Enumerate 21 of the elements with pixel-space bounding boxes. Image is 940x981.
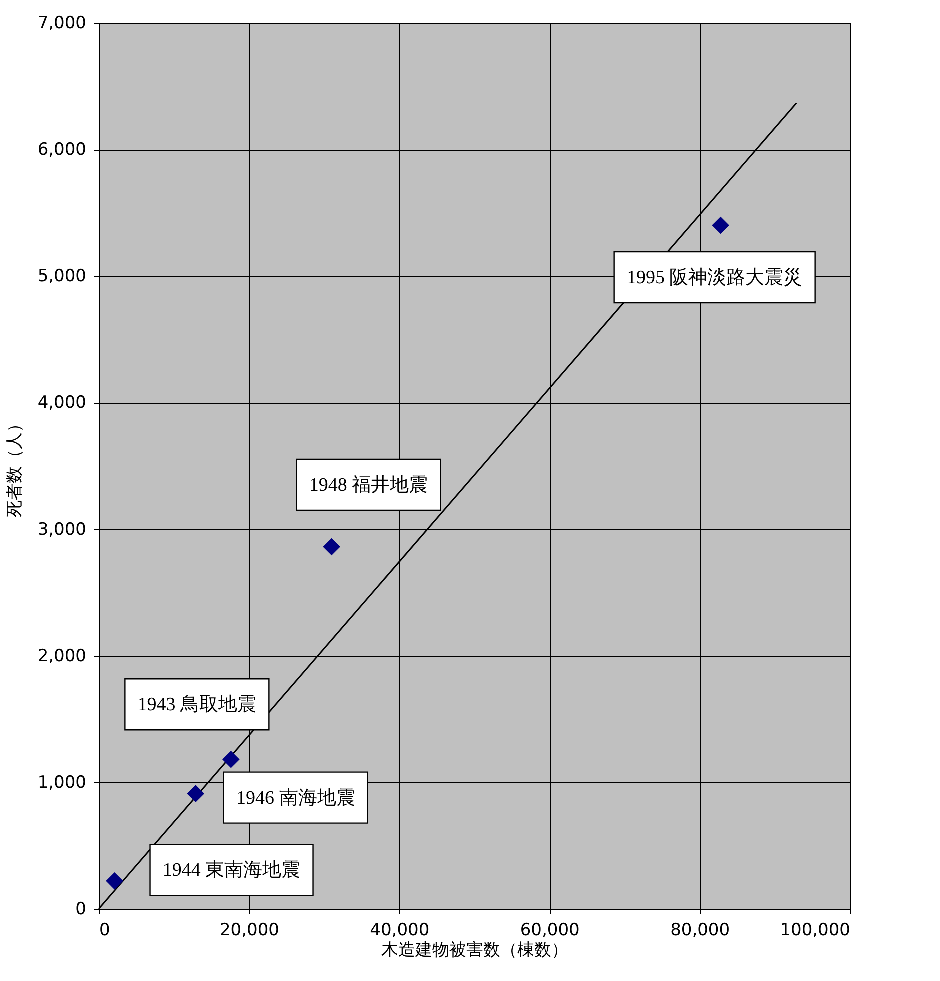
annotation: 1995 阪神淡路大震災: [626, 268, 803, 289]
annotation: 1944 東南海地震: [162, 860, 301, 882]
y-tick-label: 3,000: [38, 520, 86, 540]
y-tick-label: 4,000: [38, 393, 86, 414]
x-tick-label: 60,000: [520, 920, 580, 940]
x-tick-label: 20,000: [220, 920, 280, 940]
annotation: 1946 南海地震: [236, 788, 356, 809]
y-tick-label: 0: [76, 900, 86, 920]
annotation: 1943 鳥取地震: [138, 694, 257, 716]
y-tick-label: 6,000: [38, 140, 86, 160]
y-tick-label: 1,000: [38, 772, 86, 793]
x-tick-label: 0: [100, 920, 110, 940]
annotation: 1948 福井地震: [309, 475, 428, 496]
y-tick-label: 2,000: [38, 646, 86, 666]
y-tick-label: 5,000: [38, 266, 86, 287]
y-tick-label: 7,000: [38, 14, 86, 34]
x-tick-label: 80,000: [670, 920, 730, 940]
x-axis-title: 木造建物被害数（棟数）: [382, 940, 568, 960]
y-axis-title: 死者数（人）: [4, 416, 25, 518]
x-tick-label: 100,000: [780, 920, 850, 940]
x-tick-label: 40,000: [370, 920, 430, 940]
